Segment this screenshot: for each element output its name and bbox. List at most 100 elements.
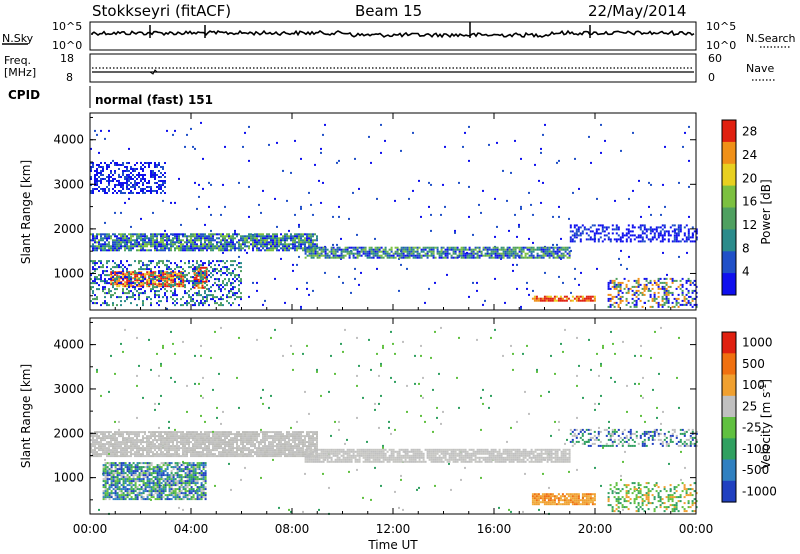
power-cell (372, 252, 375, 255)
power-cell (613, 301, 616, 304)
power-cell (164, 176, 166, 178)
power-cell (122, 288, 124, 291)
power-cell (116, 243, 118, 246)
power-cell (667, 240, 670, 243)
velocity-cell (510, 510, 512, 513)
power-cell (158, 180, 160, 182)
velocity-cell (230, 449, 232, 452)
power-cell (318, 252, 321, 255)
power-cell (382, 252, 385, 255)
power-cell (593, 240, 596, 243)
power-cell (639, 228, 642, 231)
power-cell (695, 228, 698, 231)
power-cell (194, 247, 196, 250)
velocity-cell (250, 455, 252, 458)
power-cell (166, 268, 168, 271)
power-cell (148, 260, 150, 263)
power-cell (300, 157, 302, 160)
power-cell (520, 252, 523, 255)
power-cell (212, 249, 214, 252)
power-cell (370, 252, 373, 255)
power-cell (296, 235, 298, 238)
power-cell (360, 271, 362, 274)
power-cell (216, 284, 218, 287)
power-cell (172, 292, 174, 295)
power-cell (176, 239, 178, 242)
power-cell (446, 273, 448, 276)
velocity-cell (270, 394, 272, 397)
power-cell (144, 180, 146, 182)
power-cell (162, 190, 164, 192)
power-cell (627, 301, 630, 304)
power-cell (663, 297, 666, 300)
power-cell (595, 228, 598, 231)
power-cell (205, 274, 208, 277)
power-cell (669, 277, 672, 280)
power-cell (106, 262, 108, 265)
power-cell (204, 270, 206, 273)
power-ylabel: Slant Range [km] (19, 160, 33, 264)
velocity-cell (222, 447, 224, 450)
power-cell (108, 243, 110, 246)
velocity-cell (254, 435, 256, 438)
power-cell (312, 239, 314, 242)
power-cell (110, 268, 112, 271)
velocity-cell (186, 439, 188, 442)
velocity-cell (108, 437, 110, 440)
power-cell (158, 243, 160, 246)
velocity-cell (106, 453, 108, 456)
velocity-cell (238, 433, 240, 436)
power-cell (220, 296, 222, 299)
power-cell (506, 254, 509, 257)
power-cell (352, 252, 355, 255)
power-cell (508, 252, 511, 255)
power-cell (174, 292, 176, 295)
velocity-cell (218, 439, 220, 442)
power-cell (655, 283, 658, 286)
power-cell (160, 235, 162, 238)
power-cell (156, 182, 158, 184)
power-cell (569, 240, 572, 243)
power-cell (134, 279, 137, 282)
power-cell (128, 264, 130, 267)
power-cell (126, 273, 129, 276)
velocity-cell (590, 368, 592, 371)
power-cell (136, 233, 138, 236)
power-cell (688, 185, 690, 188)
power-cell (284, 233, 286, 236)
velocity-cell (658, 372, 660, 375)
power-cell (444, 205, 446, 208)
power-cell (400, 256, 403, 259)
power-cell (534, 163, 536, 166)
power-cell (116, 239, 118, 242)
velocity-cell (430, 356, 432, 359)
power-cell (278, 241, 280, 244)
power-cell (142, 233, 144, 236)
power-cell (98, 278, 100, 281)
velocity-cell (600, 484, 602, 487)
power-cell (603, 230, 606, 233)
power-cell (198, 239, 200, 242)
power-cell (203, 276, 206, 279)
power-cell (601, 226, 604, 229)
power-cell (212, 298, 214, 301)
power-cell (404, 254, 407, 257)
power-cell (158, 304, 160, 307)
power-cell (130, 283, 133, 286)
velocity-cell (166, 453, 168, 456)
power-cell (164, 276, 166, 279)
power-cell (544, 254, 547, 257)
power-cell (90, 170, 92, 172)
power-cell (92, 245, 94, 248)
power-cell (98, 164, 100, 166)
power-cell (102, 264, 104, 267)
velocity-cell (526, 344, 528, 347)
power-cell (609, 305, 612, 308)
velocity-cell (212, 430, 214, 433)
velocity-cell (140, 453, 142, 456)
velocity-cell (156, 435, 158, 438)
power-cell (110, 249, 112, 252)
power-cell (651, 297, 654, 300)
velocity-cell (248, 449, 250, 452)
velocity-cell (254, 433, 256, 436)
